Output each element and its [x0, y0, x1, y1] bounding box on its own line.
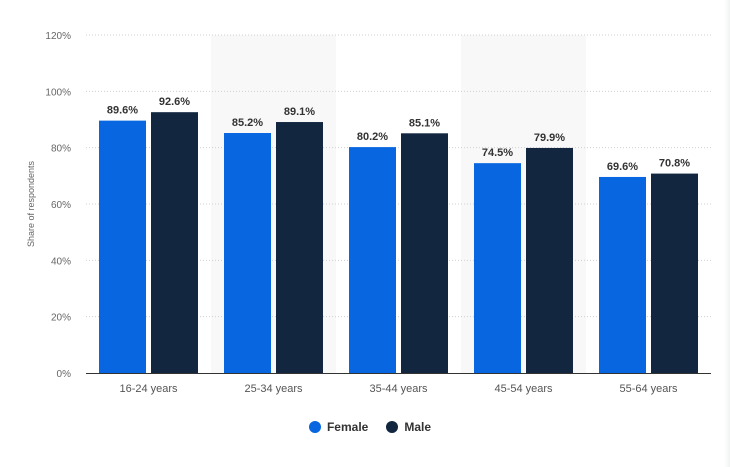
y-tick-label: 60%: [51, 200, 71, 211]
bar-male: [651, 173, 698, 373]
female-swatch: [308, 421, 321, 433]
side-panel-edge: [724, 0, 730, 467]
y-tick-label: 120%: [45, 31, 71, 42]
data-label: 79.9%: [534, 132, 565, 144]
legend-label-female: Female: [326, 420, 369, 434]
legend-item-male[interactable]: Male: [386, 420, 431, 434]
bar-male: [526, 147, 573, 373]
male-swatch: [386, 421, 399, 433]
legend-item-female[interactable]: Female: [308, 420, 369, 434]
bar-female: [224, 133, 271, 373]
data-label: 70.8%: [659, 158, 690, 170]
y-tick-label: 80%: [51, 144, 71, 155]
x-tick-label: 55-64 years: [619, 383, 678, 395]
y-tick-label: 20%: [51, 313, 71, 324]
data-label: 80.2%: [357, 131, 388, 143]
data-label: 89.6%: [107, 105, 138, 117]
bar-female: [599, 176, 646, 373]
bar-female: [474, 163, 521, 373]
data-label: 85.2%: [232, 117, 263, 129]
data-label: 85.1%: [409, 117, 440, 129]
y-tick-label: 0%: [57, 369, 72, 380]
x-tick-label: 16-24 years: [119, 383, 178, 395]
legend: Female Male: [0, 420, 730, 434]
data-label: 69.6%: [607, 161, 638, 173]
bar-male: [151, 112, 198, 373]
bar-female: [99, 120, 146, 373]
x-tick-label: 25-34 years: [244, 383, 303, 395]
legend-label-male: Male: [404, 420, 432, 434]
bar-female: [349, 147, 396, 373]
data-label: 92.6%: [159, 96, 190, 108]
y-axis-title: Share of respondents: [26, 160, 36, 247]
y-tick-label: 100%: [45, 87, 71, 98]
x-tick-label: 35-44 years: [369, 383, 428, 395]
data-label: 74.5%: [482, 147, 513, 159]
x-tick-label: 45-54 years: [494, 383, 553, 395]
bar-male: [276, 122, 323, 373]
data-label: 89.1%: [284, 106, 315, 118]
bar-male: [401, 133, 448, 373]
y-tick-label: 40%: [51, 256, 71, 267]
